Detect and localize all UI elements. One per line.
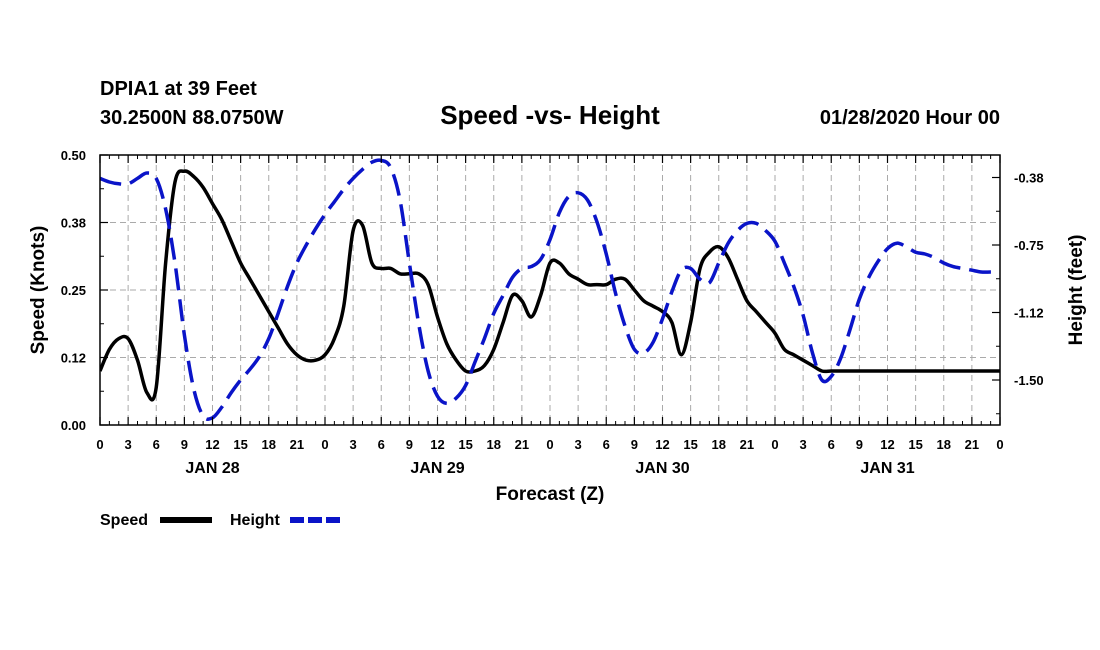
x-tick-label: 3 <box>575 437 582 452</box>
day-label: JAN 28 <box>185 460 239 477</box>
coordinates-label: 30.2500N 88.0750W <box>100 107 284 129</box>
station-label: DPIA1 at 39 Feet <box>100 78 257 100</box>
x-tick-label: 12 <box>205 437 219 452</box>
forecast-datetime: 01/28/2020 Hour 00 <box>820 107 1000 129</box>
x-tick-label: 3 <box>350 437 357 452</box>
x-tick-label: 6 <box>603 437 610 452</box>
x-tick-label: 9 <box>181 437 188 452</box>
x-tick-label: 0 <box>96 437 103 452</box>
legend-height-label: Height <box>230 512 280 529</box>
x-tick-label: 6 <box>378 437 385 452</box>
y-right-tick-label: -0.38 <box>1014 171 1044 186</box>
x-tick-label: 9 <box>856 437 863 452</box>
x-tick-label: 12 <box>880 437 894 452</box>
day-label: JAN 31 <box>860 460 914 477</box>
legend: Speed Height <box>100 512 342 529</box>
x-tick-label: 18 <box>937 437 951 452</box>
y-left-tick-label: 0.00 <box>61 418 86 433</box>
x-tick-label: 6 <box>153 437 160 452</box>
x-tick-label: 9 <box>631 437 638 452</box>
grid <box>100 155 1000 425</box>
tick-labels: 0 3 6 9 12 15 18 21 0 3 6 9 12 15 18 21 0 3 6 9 12 15 18 21 0 3 6 9… <box>61 148 1044 477</box>
x-tick-label: 0 <box>546 437 553 452</box>
y-left-tick-label: 0.50 <box>61 148 86 163</box>
y-left-tick-label: 0.12 <box>61 351 86 366</box>
axis-ticks <box>99 154 1001 426</box>
x-tick-label: 12 <box>655 437 669 452</box>
y-axis-left-title: Speed (Knots) <box>28 226 49 355</box>
speed-series-line <box>100 169 1000 402</box>
x-tick-label: 15 <box>908 437 922 452</box>
x-tick-label: 12 <box>430 437 444 452</box>
chart-title: Speed -vs- Height <box>440 100 660 130</box>
x-tick-label: 6 <box>828 437 835 452</box>
x-tick-label: 15 <box>458 437 472 452</box>
x-tick-label: 3 <box>800 437 807 452</box>
height-series-line <box>100 158 1000 422</box>
x-axis-title: Forecast (Z) <box>496 484 605 505</box>
y-left-tick-label: 0.38 <box>61 216 86 231</box>
y-right-tick-label: -1.12 <box>1014 306 1044 321</box>
legend-speed-label: Speed <box>100 512 148 529</box>
x-tick-label: 3 <box>125 437 132 452</box>
day-label: JAN 30 <box>635 460 689 477</box>
y-left-tick-label: 0.25 <box>61 283 86 298</box>
x-tick-label: 18 <box>262 437 276 452</box>
x-tick-label: 21 <box>515 437 529 452</box>
x-tick-label: 18 <box>712 437 726 452</box>
x-tick-label: 0 <box>771 437 778 452</box>
y-right-tick-label: -0.75 <box>1014 238 1044 253</box>
x-tick-label: 0 <box>996 437 1003 452</box>
x-tick-label: 15 <box>233 437 247 452</box>
series-layer <box>100 158 1000 422</box>
x-tick-label: 21 <box>290 437 304 452</box>
x-tick-label: 18 <box>487 437 501 452</box>
x-tick-label: 21 <box>965 437 979 452</box>
x-tick-label: 0 <box>321 437 328 452</box>
day-label: JAN 29 <box>410 460 464 477</box>
x-tick-label: 9 <box>406 437 413 452</box>
x-tick-label: 21 <box>740 437 754 452</box>
x-tick-label: 15 <box>683 437 697 452</box>
y-axis-right-title: Height (feet) <box>1066 235 1087 346</box>
y-right-tick-label: -1.50 <box>1014 373 1044 388</box>
